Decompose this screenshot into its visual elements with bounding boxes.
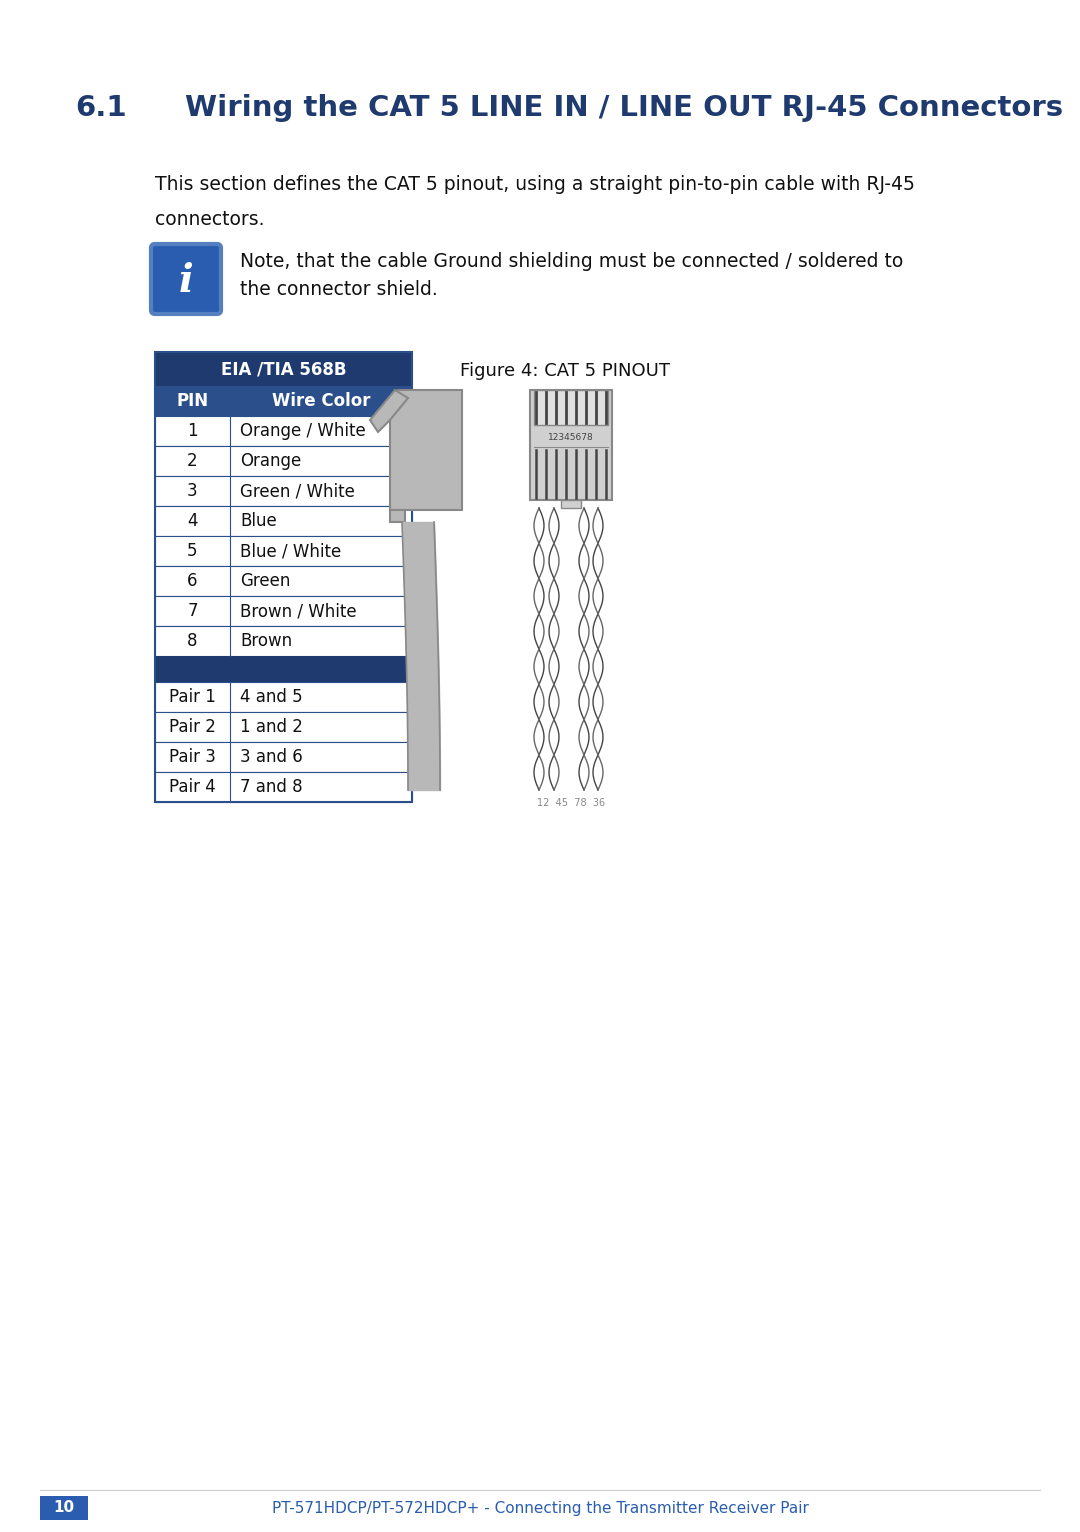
Text: Pair 1: Pair 1 bbox=[170, 688, 216, 706]
Text: 12  45  78  36: 12 45 78 36 bbox=[537, 798, 605, 807]
Text: 6: 6 bbox=[187, 571, 198, 590]
Text: Blue: Blue bbox=[240, 512, 276, 530]
Text: EIA /TIA 568B: EIA /TIA 568B bbox=[220, 360, 347, 378]
Text: 12345678: 12345678 bbox=[549, 432, 594, 441]
Bar bbox=[156, 596, 411, 627]
Bar bbox=[156, 386, 411, 417]
Text: Pair 4: Pair 4 bbox=[170, 778, 216, 797]
Text: Green / White: Green / White bbox=[240, 483, 355, 499]
Text: Pair 3: Pair 3 bbox=[170, 748, 216, 766]
Text: 6.1: 6.1 bbox=[75, 93, 126, 123]
Bar bbox=[156, 352, 411, 801]
Bar bbox=[156, 682, 411, 712]
Text: Note, that the cable Ground shielding must be connected / soldered to: Note, that the cable Ground shielding mu… bbox=[240, 251, 903, 271]
Bar bbox=[156, 712, 411, 741]
Text: PIN: PIN bbox=[176, 392, 208, 411]
Text: 7: 7 bbox=[187, 602, 198, 620]
Text: Blue / White: Blue / White bbox=[240, 542, 341, 561]
Text: Green: Green bbox=[240, 571, 291, 590]
Bar bbox=[156, 565, 411, 596]
Bar bbox=[156, 772, 411, 801]
Bar bbox=[156, 536, 411, 565]
Bar bbox=[561, 499, 581, 509]
Text: 10: 10 bbox=[53, 1500, 75, 1515]
Text: 4 and 5: 4 and 5 bbox=[240, 688, 302, 706]
Bar bbox=[156, 741, 411, 772]
Bar bbox=[156, 352, 411, 386]
Text: Wire Color: Wire Color bbox=[272, 392, 370, 411]
Bar bbox=[156, 656, 411, 682]
Text: Brown: Brown bbox=[240, 633, 292, 650]
Bar bbox=[530, 391, 612, 499]
Text: This section defines the CAT 5 pinout, using a straight pin-to-pin cable with RJ: This section defines the CAT 5 pinout, u… bbox=[156, 175, 915, 195]
Text: Orange: Orange bbox=[240, 452, 301, 470]
Text: 1: 1 bbox=[187, 421, 198, 440]
Text: 5: 5 bbox=[187, 542, 198, 561]
Bar bbox=[156, 417, 411, 446]
Text: 2: 2 bbox=[187, 452, 198, 470]
Text: the connector shield.: the connector shield. bbox=[240, 280, 437, 299]
Text: 3 and 6: 3 and 6 bbox=[240, 748, 302, 766]
Text: Pair 2: Pair 2 bbox=[170, 719, 216, 735]
Text: 1 and 2: 1 and 2 bbox=[240, 719, 302, 735]
Bar bbox=[156, 446, 411, 476]
Text: PT-571HDCP/PT-572HDCP+ - Connecting the Transmitter Receiver Pair: PT-571HDCP/PT-572HDCP+ - Connecting the … bbox=[271, 1500, 809, 1515]
Text: Orange / White: Orange / White bbox=[240, 421, 366, 440]
Text: connectors.: connectors. bbox=[156, 210, 265, 228]
Polygon shape bbox=[390, 510, 405, 522]
Bar bbox=[156, 476, 411, 506]
Bar bbox=[534, 391, 608, 424]
Text: 7 and 8: 7 and 8 bbox=[240, 778, 302, 797]
Bar bbox=[156, 506, 411, 536]
Text: 3: 3 bbox=[187, 483, 198, 499]
Bar bbox=[40, 1497, 87, 1520]
Text: Wiring the CAT 5 LINE IN / LINE OUT RJ-45 Connectors: Wiring the CAT 5 LINE IN / LINE OUT RJ-4… bbox=[185, 93, 1063, 123]
Text: i: i bbox=[178, 262, 193, 300]
Text: Brown / White: Brown / White bbox=[240, 602, 356, 620]
Polygon shape bbox=[370, 391, 408, 432]
Text: 4: 4 bbox=[187, 512, 198, 530]
Text: 8: 8 bbox=[187, 633, 198, 650]
Bar bbox=[156, 627, 411, 656]
Text: Figure 4: CAT 5 PINOUT: Figure 4: CAT 5 PINOUT bbox=[460, 362, 670, 380]
FancyBboxPatch shape bbox=[151, 244, 221, 314]
Polygon shape bbox=[390, 391, 462, 510]
